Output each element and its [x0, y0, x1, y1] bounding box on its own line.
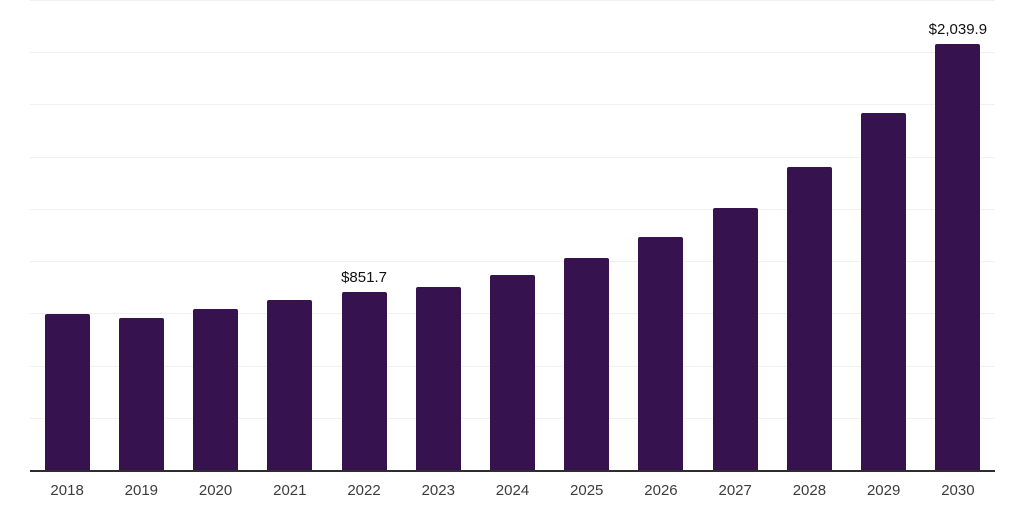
x-tick-label-2021: 2021 [273, 482, 307, 499]
bar-2028 [786, 166, 832, 470]
bar-2027 [712, 207, 758, 470]
x-tick-label-2020: 2020 [198, 482, 233, 499]
x-tick-label-2022: 2022 [347, 482, 381, 499]
bar-2020 [193, 308, 239, 470]
gridline [30, 156, 995, 158]
bar-2024 [490, 274, 535, 470]
bar-2029 [861, 112, 907, 470]
x-tick-label-2025: 2025 [570, 482, 604, 499]
bar-2022 [341, 292, 387, 470]
plot-area: $851.7 $2,039.9 [30, 0, 995, 470]
x-tick-label-2028: 2028 [792, 482, 827, 499]
gridline [30, 261, 995, 263]
bar-2023 [415, 286, 461, 470]
bar-2021 [267, 299, 313, 470]
gridline [30, 52, 995, 54]
gridline [30, 208, 995, 210]
x-tick-label-2027: 2027 [718, 482, 752, 499]
bar-2019 [118, 318, 164, 470]
bar-value-label-2030: $2,039.9 [928, 20, 988, 38]
bar-2030 [935, 43, 981, 470]
x-tick-label-2019: 2019 [124, 482, 159, 499]
gridline [30, 104, 995, 106]
bar-2018 [44, 313, 90, 470]
bar-value-label-2022: $851.7 [341, 269, 387, 287]
gridline [30, 0, 995, 1]
x-tick-label-2029: 2029 [866, 482, 901, 499]
x-tick-label-2026: 2026 [644, 482, 678, 499]
x-tick-label-2030: 2030 [941, 482, 975, 499]
bar-2025 [564, 257, 610, 470]
x-tick-label-2024: 2024 [495, 482, 530, 499]
bar-2026 [638, 236, 684, 470]
x-tick-label-2023: 2023 [421, 482, 455, 499]
x-axis-line [30, 470, 995, 472]
x-axis: 2018 2019 2020 2021 2022 2023 2024 2025 2026 2027… [30, 481, 995, 505]
x-tick-label-2018: 2018 [50, 482, 84, 499]
